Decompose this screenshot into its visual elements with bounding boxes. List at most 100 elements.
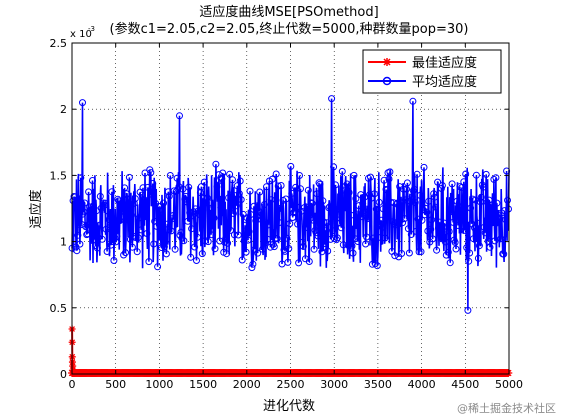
average-fitness-point	[467, 204, 475, 212]
average-fitness-point	[338, 167, 346, 175]
average-fitness-point	[95, 221, 103, 229]
average-fitness-point	[381, 234, 389, 242]
average-fitness-point	[464, 306, 472, 314]
average-fitness-point	[107, 241, 115, 249]
legend-box	[362, 49, 502, 94]
average-fitness-point	[260, 221, 268, 229]
average-fitness-point	[223, 250, 231, 258]
average-fitness-point	[447, 208, 455, 216]
average-fitness-point	[108, 188, 116, 196]
average-fitness-point	[474, 254, 482, 262]
average-fitness-point	[287, 162, 295, 170]
average-fitness-point	[94, 234, 102, 242]
average-fitness-point	[75, 220, 83, 228]
average-fitness-point	[227, 226, 234, 234]
average-fitness-point	[103, 248, 111, 255]
average-fitness-point	[293, 203, 301, 211]
average-fitness-point	[291, 208, 299, 215]
legend: 最佳适应度 平均适应度	[362, 49, 502, 94]
average-fitness-point	[328, 95, 336, 103]
average-fitness-point	[257, 211, 265, 219]
average-fitness-point	[400, 185, 407, 193]
average-fitness-point	[283, 234, 291, 242]
average-fitness-point	[244, 236, 252, 244]
average-fitness-point	[429, 235, 437, 243]
average-fitness-point	[250, 202, 258, 210]
average-fitness-point	[149, 180, 157, 187]
axis-ticks: 0 500 1000 1500 2000 2500 3000 3500 4000 4500 5000…	[50, 37, 524, 391]
average-fitness-point	[211, 245, 219, 253]
average-fitness-point	[206, 206, 214, 214]
average-fitness-point	[93, 244, 101, 252]
average-fitness-point	[194, 233, 201, 241]
average-fitness-point	[438, 182, 446, 189]
average-fitness-point	[237, 196, 245, 204]
average-fitness-point	[336, 219, 344, 227]
average-fitness-point	[246, 187, 254, 195]
average-fitness-point	[168, 215, 176, 223]
average-fitness-point	[122, 249, 129, 257]
average-fitness-point	[248, 264, 256, 272]
average-fitness-point	[270, 243, 278, 251]
average-fitness-point	[482, 170, 490, 178]
average-fitness-point	[477, 193, 485, 201]
x-tick-label: 3500	[364, 378, 392, 391]
average-fitness-point	[472, 171, 480, 179]
average-fitness-point	[343, 180, 351, 188]
average-fitness-point	[106, 223, 114, 231]
average-fitness-point	[234, 231, 242, 239]
average-fitness-point	[313, 190, 321, 198]
average-fitness-point	[366, 191, 373, 199]
average-fitness-point	[360, 207, 368, 215]
average-fitness-point	[173, 174, 181, 182]
average-fitness-point	[299, 238, 306, 246]
average-fitness-point	[88, 215, 95, 223]
average-fitness-point	[378, 224, 386, 231]
average-fitness-point	[76, 240, 84, 248]
average-fitness-point	[216, 237, 224, 245]
average-fitness-point	[469, 195, 477, 203]
average-fitness-point	[236, 177, 244, 185]
average-fitness-point	[180, 237, 188, 245]
average-fitness-point	[81, 199, 89, 207]
average-fitness-point	[276, 204, 284, 212]
average-fitness-point	[479, 183, 487, 191]
average-fitness-point	[330, 163, 338, 171]
average-fitness-point	[500, 250, 508, 258]
y-tick-label: 0.5	[50, 302, 68, 315]
average-fitness-point	[289, 214, 297, 221]
average-fitness-point	[264, 235, 271, 243]
average-fitness-point	[385, 175, 393, 183]
average-fitness-point	[324, 247, 332, 255]
average-fitness-point	[314, 232, 322, 240]
average-fitness-point	[198, 250, 206, 258]
average-fitness-point	[352, 195, 360, 203]
average-fitness-point	[166, 172, 174, 179]
y-exponent-label: x 10	[70, 29, 92, 40]
average-fitness-point	[376, 220, 384, 228]
average-fitness-point	[249, 260, 257, 268]
average-fitness-point	[255, 207, 263, 215]
average-fitness-point	[210, 214, 218, 222]
average-fitness-point	[229, 210, 237, 217]
x-tick-label: 4000	[408, 378, 436, 391]
average-fitness-point	[242, 248, 250, 256]
average-fitness-point	[128, 243, 136, 251]
average-fitness-point	[418, 216, 426, 224]
average-fitness-point	[232, 202, 240, 210]
average-fitness-point	[256, 188, 264, 196]
average-fitness-point	[78, 221, 86, 228]
average-fitness-point	[392, 221, 400, 229]
average-fitness-point	[409, 187, 417, 195]
average-fitness-point	[463, 244, 471, 252]
average-fitness-point	[484, 237, 492, 245]
average-fitness-point	[261, 201, 268, 208]
average-fitness-point	[348, 242, 356, 250]
average-fitness-point	[432, 203, 440, 211]
average-fitness-point	[321, 240, 329, 247]
average-fitness-point	[370, 190, 378, 198]
average-fitness-point	[138, 191, 146, 199]
average-fitness-point	[492, 174, 500, 182]
average-fitness-point	[394, 199, 402, 207]
average-fitness-point	[369, 234, 377, 242]
